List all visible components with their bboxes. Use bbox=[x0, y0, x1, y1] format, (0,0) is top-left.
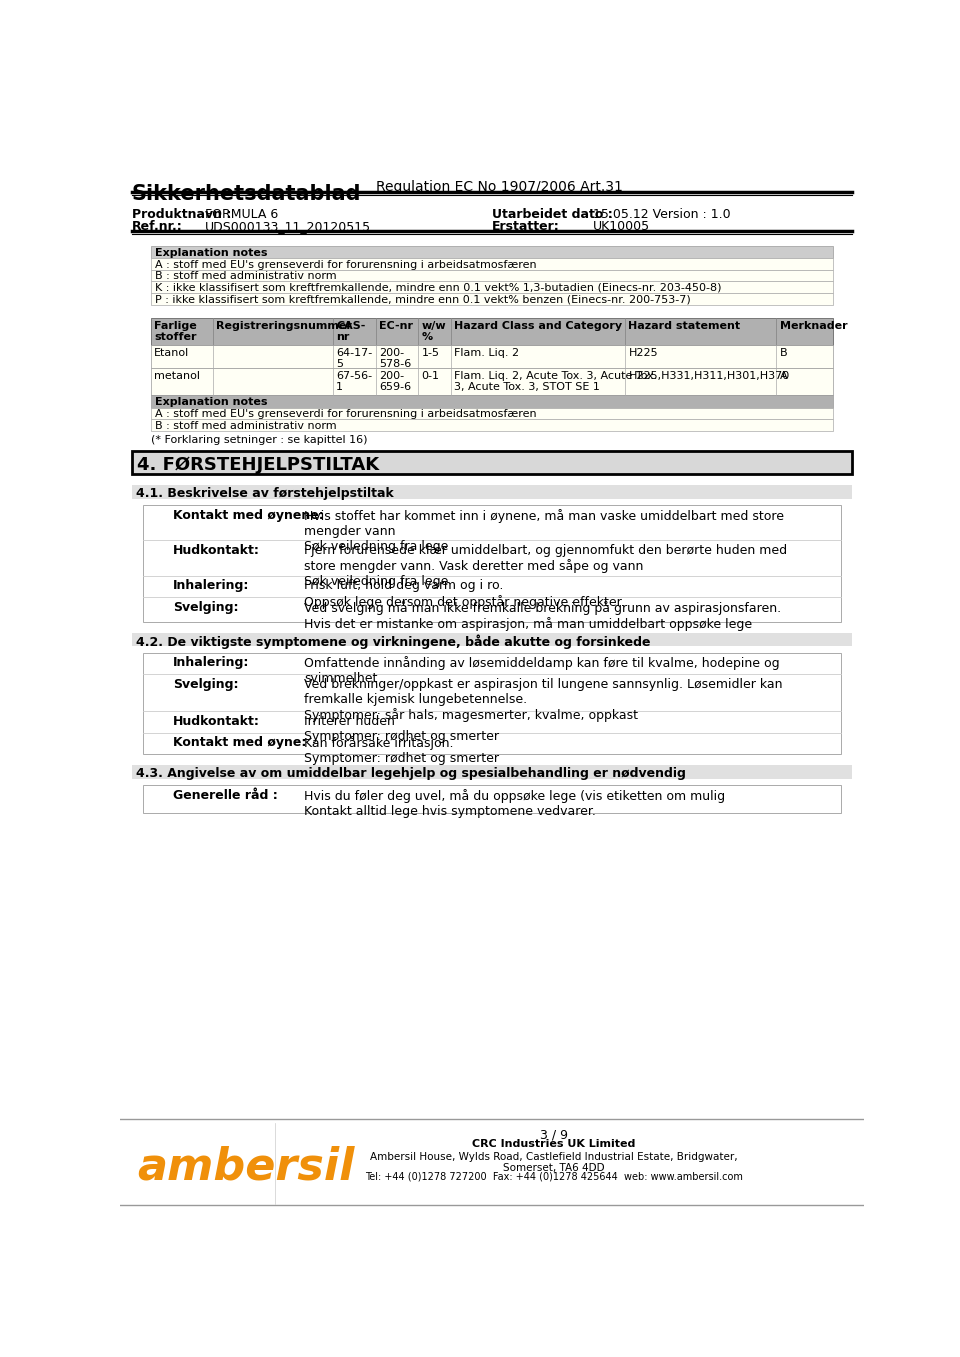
Text: Svelging:: Svelging: bbox=[173, 601, 238, 613]
Bar bbox=[151, 319, 833, 345]
Bar bbox=[143, 505, 841, 622]
Text: CAS-
nr: CAS- nr bbox=[336, 320, 366, 342]
Text: 4. FØRSTEHJELPSTILTAK: 4. FØRSTEHJELPSTILTAK bbox=[137, 456, 379, 474]
Text: Hvis stoffet har kommet inn i øynene, må man vaske umiddelbart med store
mengder: Hvis stoffet har kommet inn i øynene, må… bbox=[304, 509, 784, 552]
Text: Inhalering:: Inhalering: bbox=[173, 579, 249, 593]
Text: FORMULA 6: FORMULA 6 bbox=[205, 208, 278, 220]
Text: Merknader: Merknader bbox=[780, 320, 847, 331]
Text: Tel: +44 (0)1278 727200  Fax: +44 (0)1278 425644  web: www.ambersil.com: Tel: +44 (0)1278 727200 Fax: +44 (0)1278… bbox=[365, 1171, 743, 1182]
Text: 3 / 9: 3 / 9 bbox=[540, 1129, 568, 1141]
Text: w/w
%: w/w % bbox=[421, 320, 446, 342]
Bar bbox=[151, 395, 833, 407]
Text: 4.2. De viktigste symptomene og virkningene, både akutte og forsinkede: 4.2. De viktigste symptomene og virkning… bbox=[135, 635, 650, 650]
Bar bbox=[143, 653, 841, 754]
Bar bbox=[151, 407, 833, 419]
Bar bbox=[151, 281, 833, 293]
Bar bbox=[120, 1120, 864, 1208]
Text: B : stoff med administrativ norm: B : stoff med administrativ norm bbox=[155, 271, 337, 281]
Text: A : stoff med EU's grenseverdi for forurensning i arbeidsatmosfæren: A : stoff med EU's grenseverdi for forur… bbox=[155, 259, 537, 270]
Text: Kan forårsake irritasjon.
Symptomer: rødhet og smerter: Kan forårsake irritasjon. Symptomer: rød… bbox=[304, 737, 499, 765]
Text: Hudkontakt:: Hudkontakt: bbox=[173, 715, 259, 727]
Text: Hvis du føler deg uvel, må du oppsøke lege (vis etiketten om mulig
Kontakt allti: Hvis du føler deg uvel, må du oppsøke le… bbox=[304, 788, 726, 818]
Text: Regulation EC No 1907/2006 Art.31: Regulation EC No 1907/2006 Art.31 bbox=[375, 179, 623, 194]
Text: Flam. Liq. 2: Flam. Liq. 2 bbox=[454, 347, 519, 358]
Text: 1-5: 1-5 bbox=[421, 347, 440, 358]
Text: K : ikke klassifisert som kreftfremkallende, mindre enn 0.1 vekt% 1,3-butadien (: K : ikke klassifisert som kreftfremkalle… bbox=[155, 284, 721, 293]
Text: Registreringsnummer: Registreringsnummer bbox=[216, 320, 352, 331]
Text: Hazard Class and Category: Hazard Class and Category bbox=[454, 320, 622, 331]
Bar bbox=[132, 632, 852, 646]
Text: Sikkerhetsdatablad: Sikkerhetsdatablad bbox=[132, 185, 361, 205]
Text: Explanation notes: Explanation notes bbox=[155, 396, 268, 407]
Text: Ved svelging må man ikke fremkalle brekning på grunn av aspirasjonsfaren.
Hvis d: Ved svelging må man ikke fremkalle brekn… bbox=[304, 601, 781, 631]
Bar bbox=[151, 270, 833, 281]
Text: Produktnavn :: Produktnavn : bbox=[132, 208, 231, 220]
Text: P : ikke klassifisert som kreftfremkallende, mindre enn 0.1 vekt% benzen (Einecs: P : ikke klassifisert som kreftfremkalle… bbox=[155, 294, 690, 304]
Text: 4.3. Angivelse av om umiddelbar legehjelp og spesialbehandling er nødvendig: 4.3. Angivelse av om umiddelbar legehjel… bbox=[135, 767, 685, 780]
Text: H225,H331,H311,H301,H370: H225,H331,H311,H301,H370 bbox=[629, 370, 790, 381]
Bar bbox=[151, 419, 833, 430]
Bar bbox=[151, 258, 833, 270]
Text: 15.05.12 Version : 1.0: 15.05.12 Version : 1.0 bbox=[592, 208, 731, 220]
Bar bbox=[143, 784, 841, 813]
Text: 4.1. Beskrivelse av førstehjelpstiltak: 4.1. Beskrivelse av førstehjelpstiltak bbox=[135, 487, 394, 499]
Text: Hudkontakt:: Hudkontakt: bbox=[173, 544, 259, 556]
Text: Ambersil House, Wylds Road, Castlefield Industrial Estate, Bridgwater,
Somerset,: Ambersil House, Wylds Road, Castlefield … bbox=[371, 1152, 738, 1172]
Text: 64-17-
5: 64-17- 5 bbox=[336, 347, 372, 369]
Text: Frisk luft, hold deg varm og i ro.
Oppsøk lege dersom det oppstår negative effek: Frisk luft, hold deg varm og i ro. Oppsø… bbox=[304, 579, 625, 608]
Text: A : stoff med EU's grenseverdi for forurensning i arbeidsatmosfæren: A : stoff med EU's grenseverdi for forur… bbox=[155, 410, 537, 419]
Text: Hazard statement: Hazard statement bbox=[629, 320, 740, 331]
Text: 67-56-
1: 67-56- 1 bbox=[336, 370, 372, 392]
Text: 200-
578-6: 200- 578-6 bbox=[379, 347, 411, 369]
Text: Flam. Liq. 2, Acute Tox. 3, Acute Tox.
3, Acute Tox. 3, STOT SE 1: Flam. Liq. 2, Acute Tox. 3, Acute Tox. 3… bbox=[454, 370, 658, 392]
Text: CRC Industries UK Limited: CRC Industries UK Limited bbox=[472, 1139, 636, 1149]
Bar bbox=[151, 368, 833, 395]
Text: Ved brekninger/oppkast er aspirasjon til lungene sannsynlig. Løsemidler kan
frem: Ved brekninger/oppkast er aspirasjon til… bbox=[304, 678, 783, 722]
Text: EC-nr: EC-nr bbox=[379, 320, 413, 331]
Bar bbox=[151, 345, 833, 368]
Text: ambersil: ambersil bbox=[137, 1145, 354, 1189]
Text: Farlige
stoffer: Farlige stoffer bbox=[155, 320, 197, 342]
Text: B : stoff med administrativ norm: B : stoff med administrativ norm bbox=[155, 421, 337, 430]
Text: Etanol: Etanol bbox=[155, 347, 189, 358]
Text: Generelle råd :: Generelle råd : bbox=[173, 788, 277, 802]
Text: UK10005: UK10005 bbox=[592, 220, 650, 233]
Text: metanol: metanol bbox=[155, 370, 200, 381]
Text: Erstatter:: Erstatter: bbox=[492, 220, 560, 233]
Text: H225: H225 bbox=[629, 347, 658, 358]
Text: Irriterer huden
Symptomer: rødhet og smerter: Irriterer huden Symptomer: rødhet og sme… bbox=[304, 715, 499, 742]
Text: A: A bbox=[780, 370, 787, 381]
Bar bbox=[132, 484, 852, 498]
Text: Utarbeidet dato :: Utarbeidet dato : bbox=[492, 208, 612, 220]
Text: Svelging:: Svelging: bbox=[173, 678, 238, 691]
Bar bbox=[132, 765, 852, 779]
Text: Explanation notes: Explanation notes bbox=[155, 247, 268, 258]
Text: Omfattende innånding av løsemiddeldamp kan føre til kvalme, hodepine og
svimmelh: Omfattende innånding av løsemiddeldamp k… bbox=[304, 657, 780, 685]
Text: Inhalering:: Inhalering: bbox=[173, 657, 249, 669]
Text: (* Forklaring setninger : se kapittel 16): (* Forklaring setninger : se kapittel 16… bbox=[151, 436, 368, 445]
Text: Ref.nr.:: Ref.nr.: bbox=[132, 220, 182, 233]
Bar bbox=[151, 246, 833, 258]
Text: Kontakt med øynene:: Kontakt med øynene: bbox=[173, 509, 324, 521]
Text: B: B bbox=[780, 347, 787, 358]
Text: Fjern forurensede klær umiddelbart, og gjennomfukt den berørte huden med
store m: Fjern forurensede klær umiddelbart, og g… bbox=[304, 544, 787, 588]
Text: 200-
659-6: 200- 659-6 bbox=[379, 370, 411, 392]
Text: Kontakt med øyne:: Kontakt med øyne: bbox=[173, 737, 306, 749]
Bar bbox=[132, 451, 852, 474]
Bar bbox=[151, 293, 833, 304]
Text: UDS000133_11_20120515: UDS000133_11_20120515 bbox=[205, 220, 372, 233]
Text: 0-1: 0-1 bbox=[421, 370, 440, 381]
